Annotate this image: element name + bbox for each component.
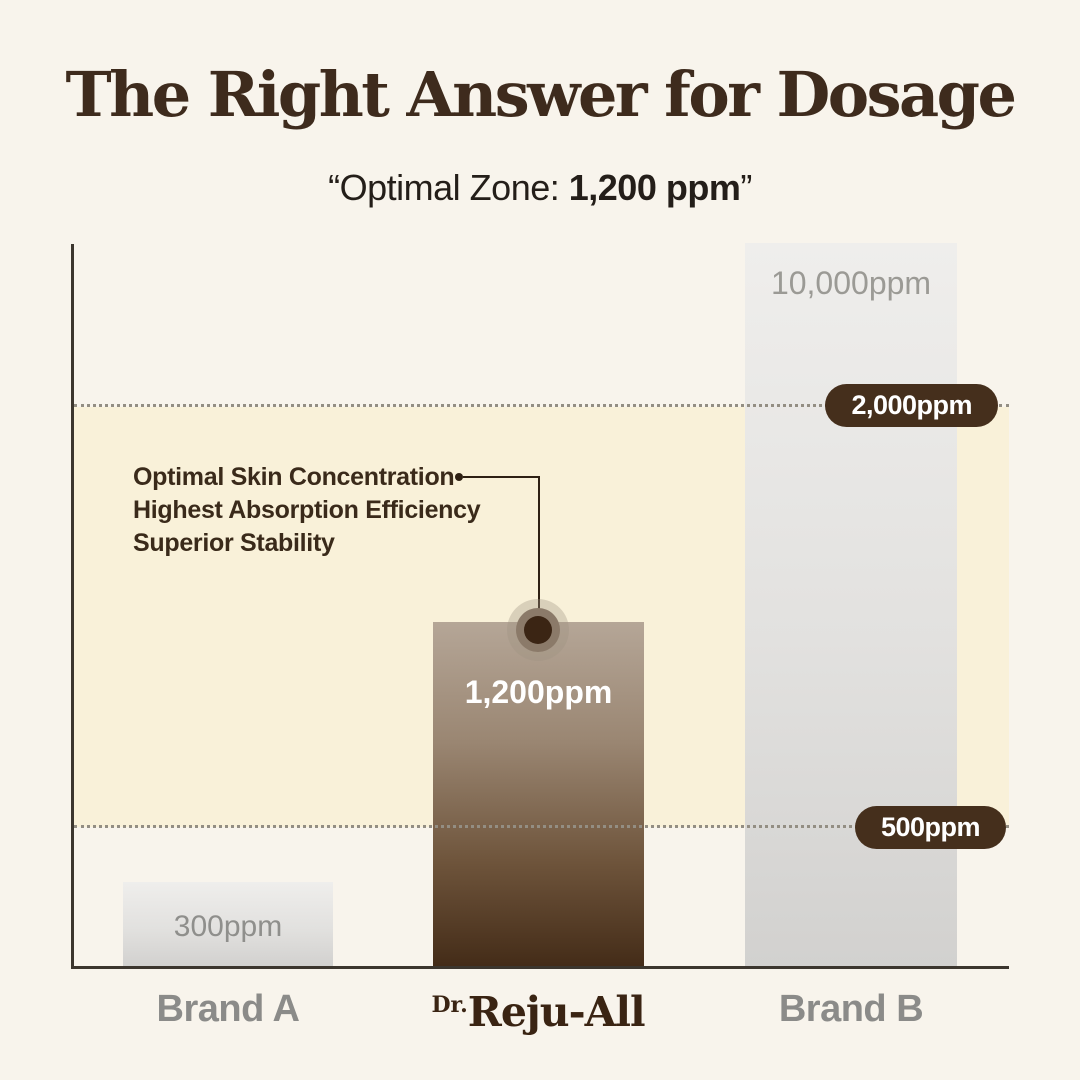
- x-axis: [71, 966, 1009, 969]
- subtitle-value: 1,200 ppm: [568, 167, 741, 208]
- threshold-pill-2000ppm: 2,000ppm: [825, 384, 998, 427]
- category-label-reju-all-logo: Dr.Reju-All: [388, 988, 688, 1036]
- bar-point-marker-core: [524, 616, 552, 644]
- threshold-pill-500ppm: 500ppm: [854, 806, 1006, 849]
- bar-brand-b: 10,000ppm: [745, 243, 957, 966]
- bar-value-brand-b: 10,000ppm: [770, 265, 932, 301]
- annotation-bullet-dot: [455, 473, 463, 481]
- annotation-line-3: Superior Stability: [133, 529, 335, 557]
- annotation-connector-vertical: [538, 476, 540, 630]
- logo-brand-name: Reju-All: [467, 988, 646, 1036]
- annotation-text: Optimal Skin Concentration Highest Absor…: [133, 461, 481, 560]
- threshold-line-2000ppm: [74, 404, 1009, 407]
- y-axis: [71, 244, 74, 969]
- category-label-brand-a: Brand A: [156, 988, 300, 1030]
- page-title: The Right Answer for Dosage: [65, 58, 1017, 131]
- threshold-line-500ppm: [74, 825, 1009, 828]
- subtitle-prefix: “Optimal Zone:: [328, 167, 569, 208]
- annotation-line-1: Optimal Skin Concentration: [133, 463, 455, 491]
- annotation-line-2: Highest Absorption Efficiency: [133, 496, 481, 524]
- annotation-connector-horizontal: [463, 476, 540, 478]
- bar-reju-all: 1,200ppm: [433, 622, 644, 966]
- subtitle-suffix: ”: [740, 167, 752, 208]
- logo-dr-prefix: Dr.: [431, 992, 468, 1018]
- bar-value-reju-all: 1,200ppm: [464, 674, 613, 710]
- bar-brand-a: 300ppm: [123, 882, 333, 966]
- category-label-brand-b: Brand B: [778, 988, 924, 1030]
- page-subtitle: “Optimal Zone: 1,200 ppm”: [0, 167, 1080, 209]
- bar-value-brand-a: 300ppm: [173, 910, 283, 943]
